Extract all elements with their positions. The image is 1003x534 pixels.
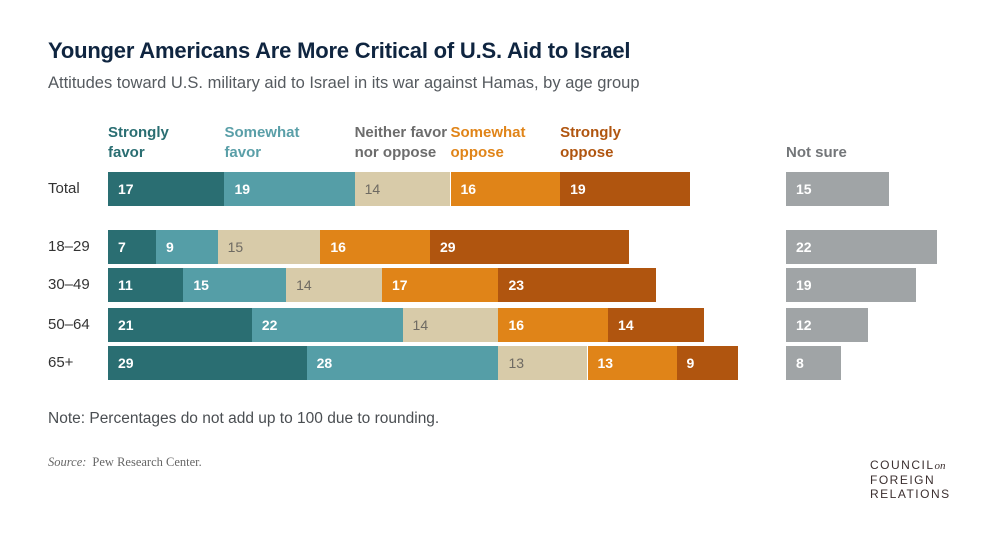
logo-council: COUNCIL: [870, 458, 935, 472]
legend-text: Neither favor: [354, 124, 448, 141]
logo-on: on: [934, 460, 946, 472]
bar-segment-strongly-favor: [108, 268, 184, 302]
bar-segment-somewhat-oppose: [450, 172, 561, 206]
source-label: Source:: [48, 455, 87, 469]
data-label: 12: [796, 317, 812, 333]
data-label: 16: [330, 239, 346, 255]
data-label: 28: [316, 355, 333, 371]
bar-segment-somewhat-favor: [224, 172, 355, 206]
row-label-50-64: 50–64: [48, 316, 90, 333]
legend-item-strongly-favor: Strongly favor: [108, 123, 223, 163]
cfr-logo: COUNCILon FOREIGN RELATIONS: [870, 458, 951, 501]
data-label: 13: [597, 355, 614, 371]
data-label: 14: [296, 277, 312, 293]
data-label: 16: [460, 181, 477, 197]
bar-segment-somewhat-oppose: [587, 346, 677, 380]
data-label: 16: [508, 317, 525, 333]
data-label: 13: [508, 355, 525, 371]
legend-item-somewhat-favor: Somewhat favor: [224, 123, 339, 163]
bar-not-sure: [786, 268, 917, 302]
bar-segment-somewhat-oppose: [498, 308, 609, 342]
data-label: 15: [796, 181, 812, 197]
bar-segment-neither-favor-nor-oppose: [354, 172, 451, 206]
chart-title: Younger Americans Are More Critical of U…: [48, 38, 631, 63]
bar-segment-strongly-favor: [108, 172, 225, 206]
bar-segment-strongly-oppose: [429, 230, 629, 264]
row-label-30-49: 30–49: [48, 276, 90, 293]
bar-not-sure: [786, 346, 841, 380]
data-label: 9: [686, 355, 695, 371]
legend-text: Strongly: [108, 124, 169, 141]
legend-text: favor: [108, 144, 145, 161]
legend-item-neither-favor-nor-oppose: Neither favor nor oppose: [355, 123, 470, 163]
data-label: 19: [570, 181, 586, 197]
bar-segment-neither-favor-nor-oppose: [498, 346, 588, 380]
bar-segment-strongly-oppose: [676, 346, 739, 380]
bar-segment-somewhat-oppose: [320, 230, 430, 264]
bar-segment-strongly-favor: [108, 346, 307, 380]
bar-segment-neither-favor-nor-oppose: [217, 230, 321, 264]
legend-text: oppose: [450, 144, 504, 161]
legend-item-not-sure: Not sure: [786, 144, 847, 161]
logo-relations: RELATIONS: [870, 487, 951, 501]
data-label: 29: [439, 239, 456, 255]
bar-segment-strongly-oppose: [498, 268, 656, 302]
data-label: 11: [118, 277, 133, 293]
legend-text: nor oppose: [354, 144, 437, 161]
bar-segment-neither-favor-nor-oppose: [402, 308, 499, 342]
bar-segment-somewhat-oppose: [382, 268, 499, 302]
legend-item-strongly-oppose: Strongly oppose: [560, 123, 675, 163]
data-label: 22: [261, 317, 278, 333]
bar-segment-somewhat-favor: [155, 230, 218, 264]
data-label: 14: [412, 317, 429, 333]
row-label-18-29: 18–29: [48, 238, 90, 255]
data-label: 17: [392, 277, 408, 293]
bar-segment-neither-favor-nor-oppose: [286, 268, 382, 302]
bar-segment-strongly-oppose: [560, 172, 691, 206]
legend-text: Somewhat: [450, 124, 526, 141]
data-label: 29: [118, 355, 134, 371]
bar-segment-strongly-favor: [108, 230, 156, 264]
logo-foreign: FOREIGN: [870, 473, 936, 487]
source-line: Source: Pew Research Center.: [48, 455, 202, 470]
data-label: 21: [118, 317, 134, 333]
source-text: Pew Research Center.: [92, 455, 202, 469]
legend-text: favor: [224, 144, 262, 161]
chart-subtitle: Attitudes toward U.S. military aid to Is…: [48, 74, 640, 92]
bar-segment-strongly-favor: [108, 308, 252, 342]
data-label: 15: [227, 239, 244, 255]
bar-segment-strongly-oppose: [608, 308, 704, 342]
data-label: 17: [118, 181, 134, 197]
bar-not-sure: [786, 230, 937, 264]
data-label: 22: [796, 239, 812, 255]
data-label: 15: [193, 277, 209, 293]
legend-text: Somewhat: [224, 124, 300, 141]
row-label-total: Total: [48, 180, 80, 197]
legend-text: Strongly: [560, 124, 621, 141]
chart-note: Note: Percentages do not add up to 100 d…: [48, 410, 440, 427]
data-label: 19: [234, 181, 251, 197]
legend-item-somewhat-oppose: Somewhat oppose: [451, 123, 566, 163]
bar-not-sure: [786, 308, 869, 342]
legend-text: oppose: [560, 144, 614, 161]
data-label: 14: [618, 317, 634, 333]
data-label: 9: [165, 239, 174, 255]
row-label-65: 65+: [48, 354, 74, 371]
data-label: 19: [796, 277, 812, 293]
data-label: 14: [364, 181, 381, 197]
data-label: 23: [508, 277, 525, 293]
bar-segment-somewhat-favor: [306, 346, 499, 380]
data-label: 7: [118, 239, 126, 255]
bar-not-sure: [786, 172, 889, 206]
data-label: 8: [796, 355, 804, 371]
bar-segment-somewhat-favor: [251, 308, 403, 342]
bar-segment-somewhat-favor: [183, 268, 287, 302]
